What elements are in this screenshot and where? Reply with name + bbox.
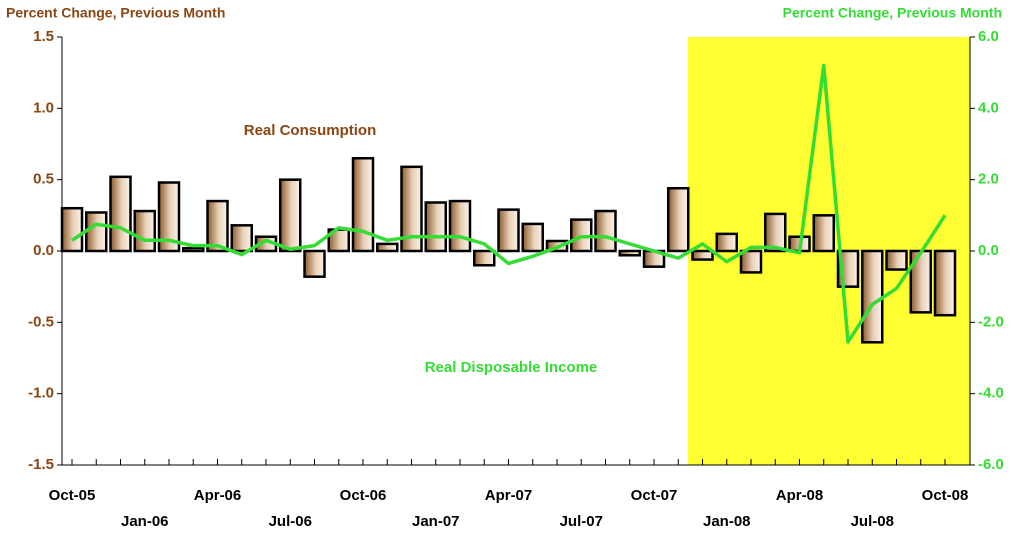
bar bbox=[109, 175, 132, 253]
bar bbox=[764, 212, 787, 253]
x-tick-label: Apr-07 bbox=[485, 487, 533, 504]
y-tick-label: -1.0 bbox=[28, 385, 54, 402]
x-tick-label: Apr-08 bbox=[776, 487, 824, 504]
bar bbox=[157, 181, 181, 253]
y-tick-label: -1.5 bbox=[28, 456, 54, 473]
bar bbox=[521, 222, 544, 253]
bar bbox=[133, 209, 156, 253]
bar bbox=[85, 211, 108, 253]
y2-axis-title: Percent Change, Previous Month bbox=[783, 5, 1002, 21]
bar bbox=[885, 249, 908, 271]
bar bbox=[351, 157, 375, 253]
bar bbox=[448, 199, 472, 253]
x-tick-label: Jan-06 bbox=[121, 513, 169, 530]
x-tick-label: Oct-05 bbox=[49, 487, 96, 504]
y-tick-label: -0.5 bbox=[28, 313, 54, 330]
y-tick-label: 0.5 bbox=[33, 171, 54, 188]
bar bbox=[691, 249, 714, 261]
x-tick-label: Oct-06 bbox=[340, 487, 387, 504]
x-tick-label: Jan-08 bbox=[703, 513, 751, 530]
y2-tick-label: -4.0 bbox=[978, 385, 1004, 402]
x-tick-label: Jan-07 bbox=[412, 513, 460, 530]
x-tick-label: Oct-08 bbox=[922, 487, 969, 504]
bar bbox=[618, 249, 641, 257]
bar bbox=[230, 224, 253, 253]
bar bbox=[594, 209, 617, 253]
bar bbox=[715, 232, 738, 253]
bar bbox=[424, 201, 447, 253]
y-tick-label: 0.0 bbox=[33, 242, 54, 259]
bar bbox=[933, 249, 957, 317]
x-tick-label: Jul-07 bbox=[560, 513, 603, 530]
y2-tick-label: -6.0 bbox=[978, 456, 1004, 473]
y-tick-label: 1.0 bbox=[33, 99, 54, 116]
y-tick-label: 1.5 bbox=[33, 28, 54, 45]
x-tick-label: Jul-08 bbox=[851, 513, 894, 530]
bar bbox=[667, 186, 690, 253]
bar bbox=[376, 242, 399, 253]
y2-tick-label: 0.0 bbox=[978, 242, 999, 259]
bar bbox=[400, 165, 423, 253]
line bbox=[71, 63, 947, 344]
y2-tick-label: -2.0 bbox=[978, 313, 1004, 330]
bar bbox=[206, 199, 229, 253]
bar bbox=[60, 206, 84, 253]
bar bbox=[473, 249, 496, 267]
y2-tick-label: 2.0 bbox=[978, 171, 999, 188]
bar bbox=[182, 246, 205, 253]
x-tick-label: Apr-06 bbox=[194, 487, 242, 504]
y2-tick-label: 4.0 bbox=[978, 99, 999, 116]
x-tick-label: Oct-07 bbox=[631, 487, 678, 504]
series-annotation: Real Consumption bbox=[244, 122, 377, 139]
bar bbox=[812, 214, 835, 253]
bar bbox=[739, 249, 763, 274]
series-annotation: Real Disposable Income bbox=[425, 359, 598, 376]
bar bbox=[497, 208, 520, 253]
y-axis-title: Percent Change, Previous Month bbox=[6, 5, 225, 21]
bar bbox=[279, 178, 302, 253]
x-tick-label: Jul-06 bbox=[269, 513, 312, 530]
bar bbox=[861, 249, 884, 344]
bar bbox=[303, 249, 326, 278]
y2-tick-label: 6.0 bbox=[978, 28, 999, 45]
